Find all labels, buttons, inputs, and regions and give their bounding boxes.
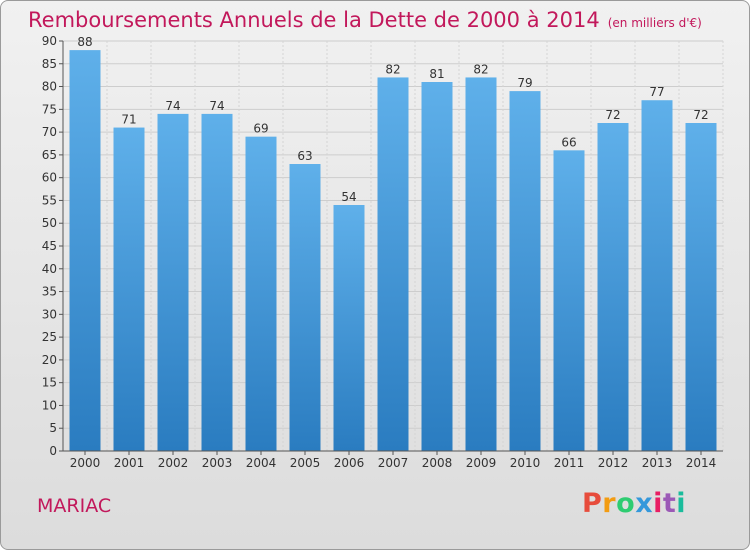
y-tick-label: 0 (49, 444, 57, 458)
bar-2008[interactable] (421, 82, 453, 451)
bar-2004[interactable] (245, 136, 277, 451)
axis-layer: 0 5 10 15 20 25 30 35 40 45 50 55 60 65 70 75 80 85 90 2000… (42, 34, 723, 470)
y-tick-label: 55 (42, 193, 57, 207)
data-label: 72 (605, 108, 620, 122)
y-tick-label: 15 (42, 376, 57, 390)
chart-title-text: Remboursements Annuels de la Dette de 20… (28, 8, 600, 32)
bar-2013[interactable] (641, 100, 673, 451)
data-label: 74 (165, 99, 180, 113)
bar-2012[interactable] (597, 123, 629, 451)
label-layer: 88 71 74 74 69 63 54 82 81 82 79 66 72 77 72 (77, 35, 708, 204)
data-label: 81 (429, 67, 444, 81)
data-label: 72 (693, 108, 708, 122)
logo-letter: i (676, 488, 687, 519)
y-tick-label: 45 (42, 239, 57, 253)
proxiti-logo[interactable]: Proxiti (582, 488, 686, 519)
y-tick-label: 85 (42, 57, 57, 71)
y-tick-label: 90 (42, 34, 57, 48)
bar-2011[interactable] (553, 150, 585, 452)
x-tick-label: 2002 (158, 456, 189, 470)
bar-2002[interactable] (157, 113, 189, 451)
x-tick-label: 2009 (466, 456, 497, 470)
bar-layer (69, 50, 717, 452)
y-tick-label: 5 (49, 421, 57, 435)
y-tick-label: 10 (42, 398, 57, 412)
bar-2007[interactable] (377, 77, 409, 451)
y-tick-label: 70 (42, 125, 57, 139)
x-tick-label: 2010 (510, 456, 541, 470)
bar-2014[interactable] (685, 123, 717, 451)
y-tick-label: 40 (42, 262, 57, 276)
data-label: 88 (77, 35, 92, 49)
y-tick-label: 75 (42, 102, 57, 116)
bar-2003[interactable] (201, 113, 233, 451)
y-tick-label: 20 (42, 353, 57, 367)
data-label: 82 (473, 62, 488, 76)
data-label: 54 (341, 190, 356, 204)
x-tick-label: 2014 (686, 456, 717, 470)
logo-letter: o (616, 488, 636, 519)
logo-letter: x (635, 488, 654, 519)
data-label: 79 (517, 76, 532, 90)
y-tick-label: 25 (42, 330, 57, 344)
x-tick-label: 2005 (290, 456, 321, 470)
x-tick-label: 2003 (202, 456, 233, 470)
data-label: 71 (121, 113, 136, 127)
bar-2006[interactable] (333, 205, 365, 451)
logo-letter: t (662, 488, 677, 519)
x-tick-label: 2007 (378, 456, 409, 470)
logo-letter: r (602, 488, 617, 519)
y-tick-label: 35 (42, 285, 57, 299)
bar-2010[interactable] (509, 91, 541, 451)
y-tick-label: 50 (42, 216, 57, 230)
x-tick-label: 2011 (554, 456, 585, 470)
chart-unit: (en milliers d'€) (607, 16, 702, 30)
y-tick-label: 60 (42, 171, 57, 185)
bar-2005[interactable] (289, 164, 321, 451)
bar-2001[interactable] (113, 127, 145, 452)
y-tick-label: 65 (42, 148, 57, 162)
data-label: 82 (385, 62, 400, 76)
x-tick-label: 2012 (598, 456, 629, 470)
x-tick-label: 2000 (70, 456, 101, 470)
data-label: 74 (209, 99, 224, 113)
commune-name: MARIAC (37, 495, 112, 517)
x-tick-label: 2013 (642, 456, 673, 470)
chart-title: Remboursements Annuels de la Dette de 20… (28, 8, 702, 32)
logo-letter: P (582, 488, 603, 519)
y-tick-label: 30 (42, 307, 57, 321)
data-label: 63 (297, 149, 312, 163)
y-tick-label: 80 (42, 80, 57, 94)
x-tick-label: 2004 (246, 456, 277, 470)
x-tick-label: 2001 (114, 456, 145, 470)
x-tick-label: 2006 (334, 456, 365, 470)
data-label: 69 (253, 122, 268, 136)
data-label: 66 (561, 135, 576, 149)
x-tick-label: 2008 (422, 456, 453, 470)
data-label: 77 (649, 85, 664, 99)
bar-2000[interactable] (69, 50, 101, 451)
logo-letter: i (653, 488, 663, 519)
bar-2009[interactable] (465, 77, 497, 451)
